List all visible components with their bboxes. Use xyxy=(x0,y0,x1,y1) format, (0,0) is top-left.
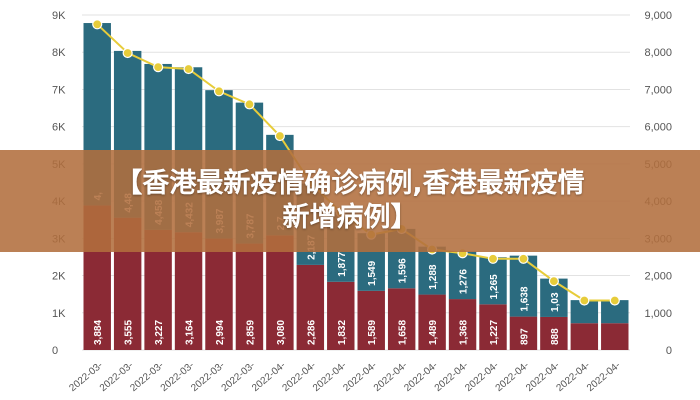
bottom-value-label: 1,589 xyxy=(367,320,378,345)
bottom-value-label: 1,489 xyxy=(428,320,439,345)
left-tick-label: 7K xyxy=(52,84,66,96)
trend-point xyxy=(92,19,103,30)
trend-point xyxy=(153,62,164,73)
bar-top-segment xyxy=(448,251,477,300)
top-value-label: 1,288 xyxy=(428,264,439,289)
bottom-value-label: 1,227 xyxy=(489,320,500,345)
top-value-label: 1,549 xyxy=(367,260,378,285)
left-tick-label: 2K xyxy=(52,271,66,283)
bar-bottom-segment xyxy=(205,238,233,350)
trend-point xyxy=(518,253,529,264)
bar-bottom-segment xyxy=(448,299,477,350)
trend-point xyxy=(213,86,225,97)
top-value-label: 1,877 xyxy=(337,251,348,276)
bottom-value-label: 3,555 xyxy=(124,320,135,345)
top-value-label: 1,03 xyxy=(550,292,561,312)
right-tick-label: 1,000 xyxy=(644,308,672,320)
bar-bottom-segment xyxy=(601,323,629,350)
trend-point xyxy=(244,99,255,110)
bottom-value-label: 3,227 xyxy=(154,320,165,345)
left-tick-label: 8K xyxy=(52,47,66,59)
top-value-label: 1,276 xyxy=(459,269,470,294)
bottom-value-label: 1,658 xyxy=(398,320,409,345)
bar-top-segment xyxy=(601,300,629,324)
trend-point xyxy=(579,295,590,306)
bottom-value-label: 1,368 xyxy=(459,320,470,345)
bar-bottom-segment xyxy=(296,264,325,350)
right-tick-label: 9,000 xyxy=(644,10,672,22)
bottom-value-label: 897 xyxy=(519,328,530,345)
right-tick-label: 8,000 xyxy=(644,47,672,59)
banner-line-1: 【香港最新疫情确诊病例,香港最新疫情 xyxy=(115,168,585,199)
bottom-value-label: 2,859 xyxy=(245,320,256,345)
left-tick-label: 9K xyxy=(52,10,66,22)
trend-point xyxy=(274,130,285,142)
trend-point xyxy=(487,253,499,264)
trend-point xyxy=(548,276,559,287)
bottom-value-label: 3,164 xyxy=(185,320,196,345)
x-tick-label: 2022-04- xyxy=(585,360,623,394)
bar-bottom-segment xyxy=(235,243,264,350)
left-tick-label: 0 xyxy=(52,345,58,357)
bottom-value-label: 3,080 xyxy=(276,320,287,345)
trend-point xyxy=(609,295,620,306)
right-tick-label: 2,000 xyxy=(644,271,672,283)
bar-top-segment xyxy=(570,300,599,324)
bar-bottom-segment xyxy=(357,290,385,350)
right-tick-label: 7,000 xyxy=(644,84,672,96)
bar-bottom-segment xyxy=(509,316,538,350)
banner-line-2: 新增病例】 xyxy=(282,202,418,233)
bar-bottom-segment xyxy=(266,235,294,350)
top-value-label: 1,596 xyxy=(398,258,409,283)
trend-point xyxy=(122,47,133,59)
bar-bottom-segment xyxy=(387,288,416,350)
bottom-value-label: 2,286 xyxy=(306,320,317,345)
bar-top-segment xyxy=(479,257,507,305)
right-tick-label: 6,000 xyxy=(644,122,672,134)
bar-bottom-segment xyxy=(327,281,355,350)
x-axis: 2022-03-2022-03-2022-03-2022-03-2022-03-… xyxy=(67,360,622,394)
bottom-value-label: 2,994 xyxy=(215,320,226,345)
trend-point xyxy=(183,63,194,75)
bottom-value-label: 3,884 xyxy=(93,320,104,345)
right-tick-label: 0 xyxy=(666,345,672,357)
bar-bottom-segment xyxy=(540,316,568,350)
bar-bottom-segment xyxy=(418,294,446,350)
bar-bottom-segment xyxy=(479,304,507,350)
top-value-label: 1,638 xyxy=(519,286,530,311)
title-banner: 【香港最新疫情确诊病例,香港最新疫情 新增病例】 xyxy=(0,150,700,252)
bottom-value-label: 1,832 xyxy=(337,320,348,345)
left-tick-label: 6K xyxy=(52,122,66,134)
top-value-label: 1,265 xyxy=(489,274,500,299)
bar-top-segment xyxy=(418,246,446,295)
bottom-value-label: 888 xyxy=(550,328,561,345)
left-tick-label: 1K xyxy=(52,308,66,320)
bar-bottom-segment xyxy=(570,323,599,350)
